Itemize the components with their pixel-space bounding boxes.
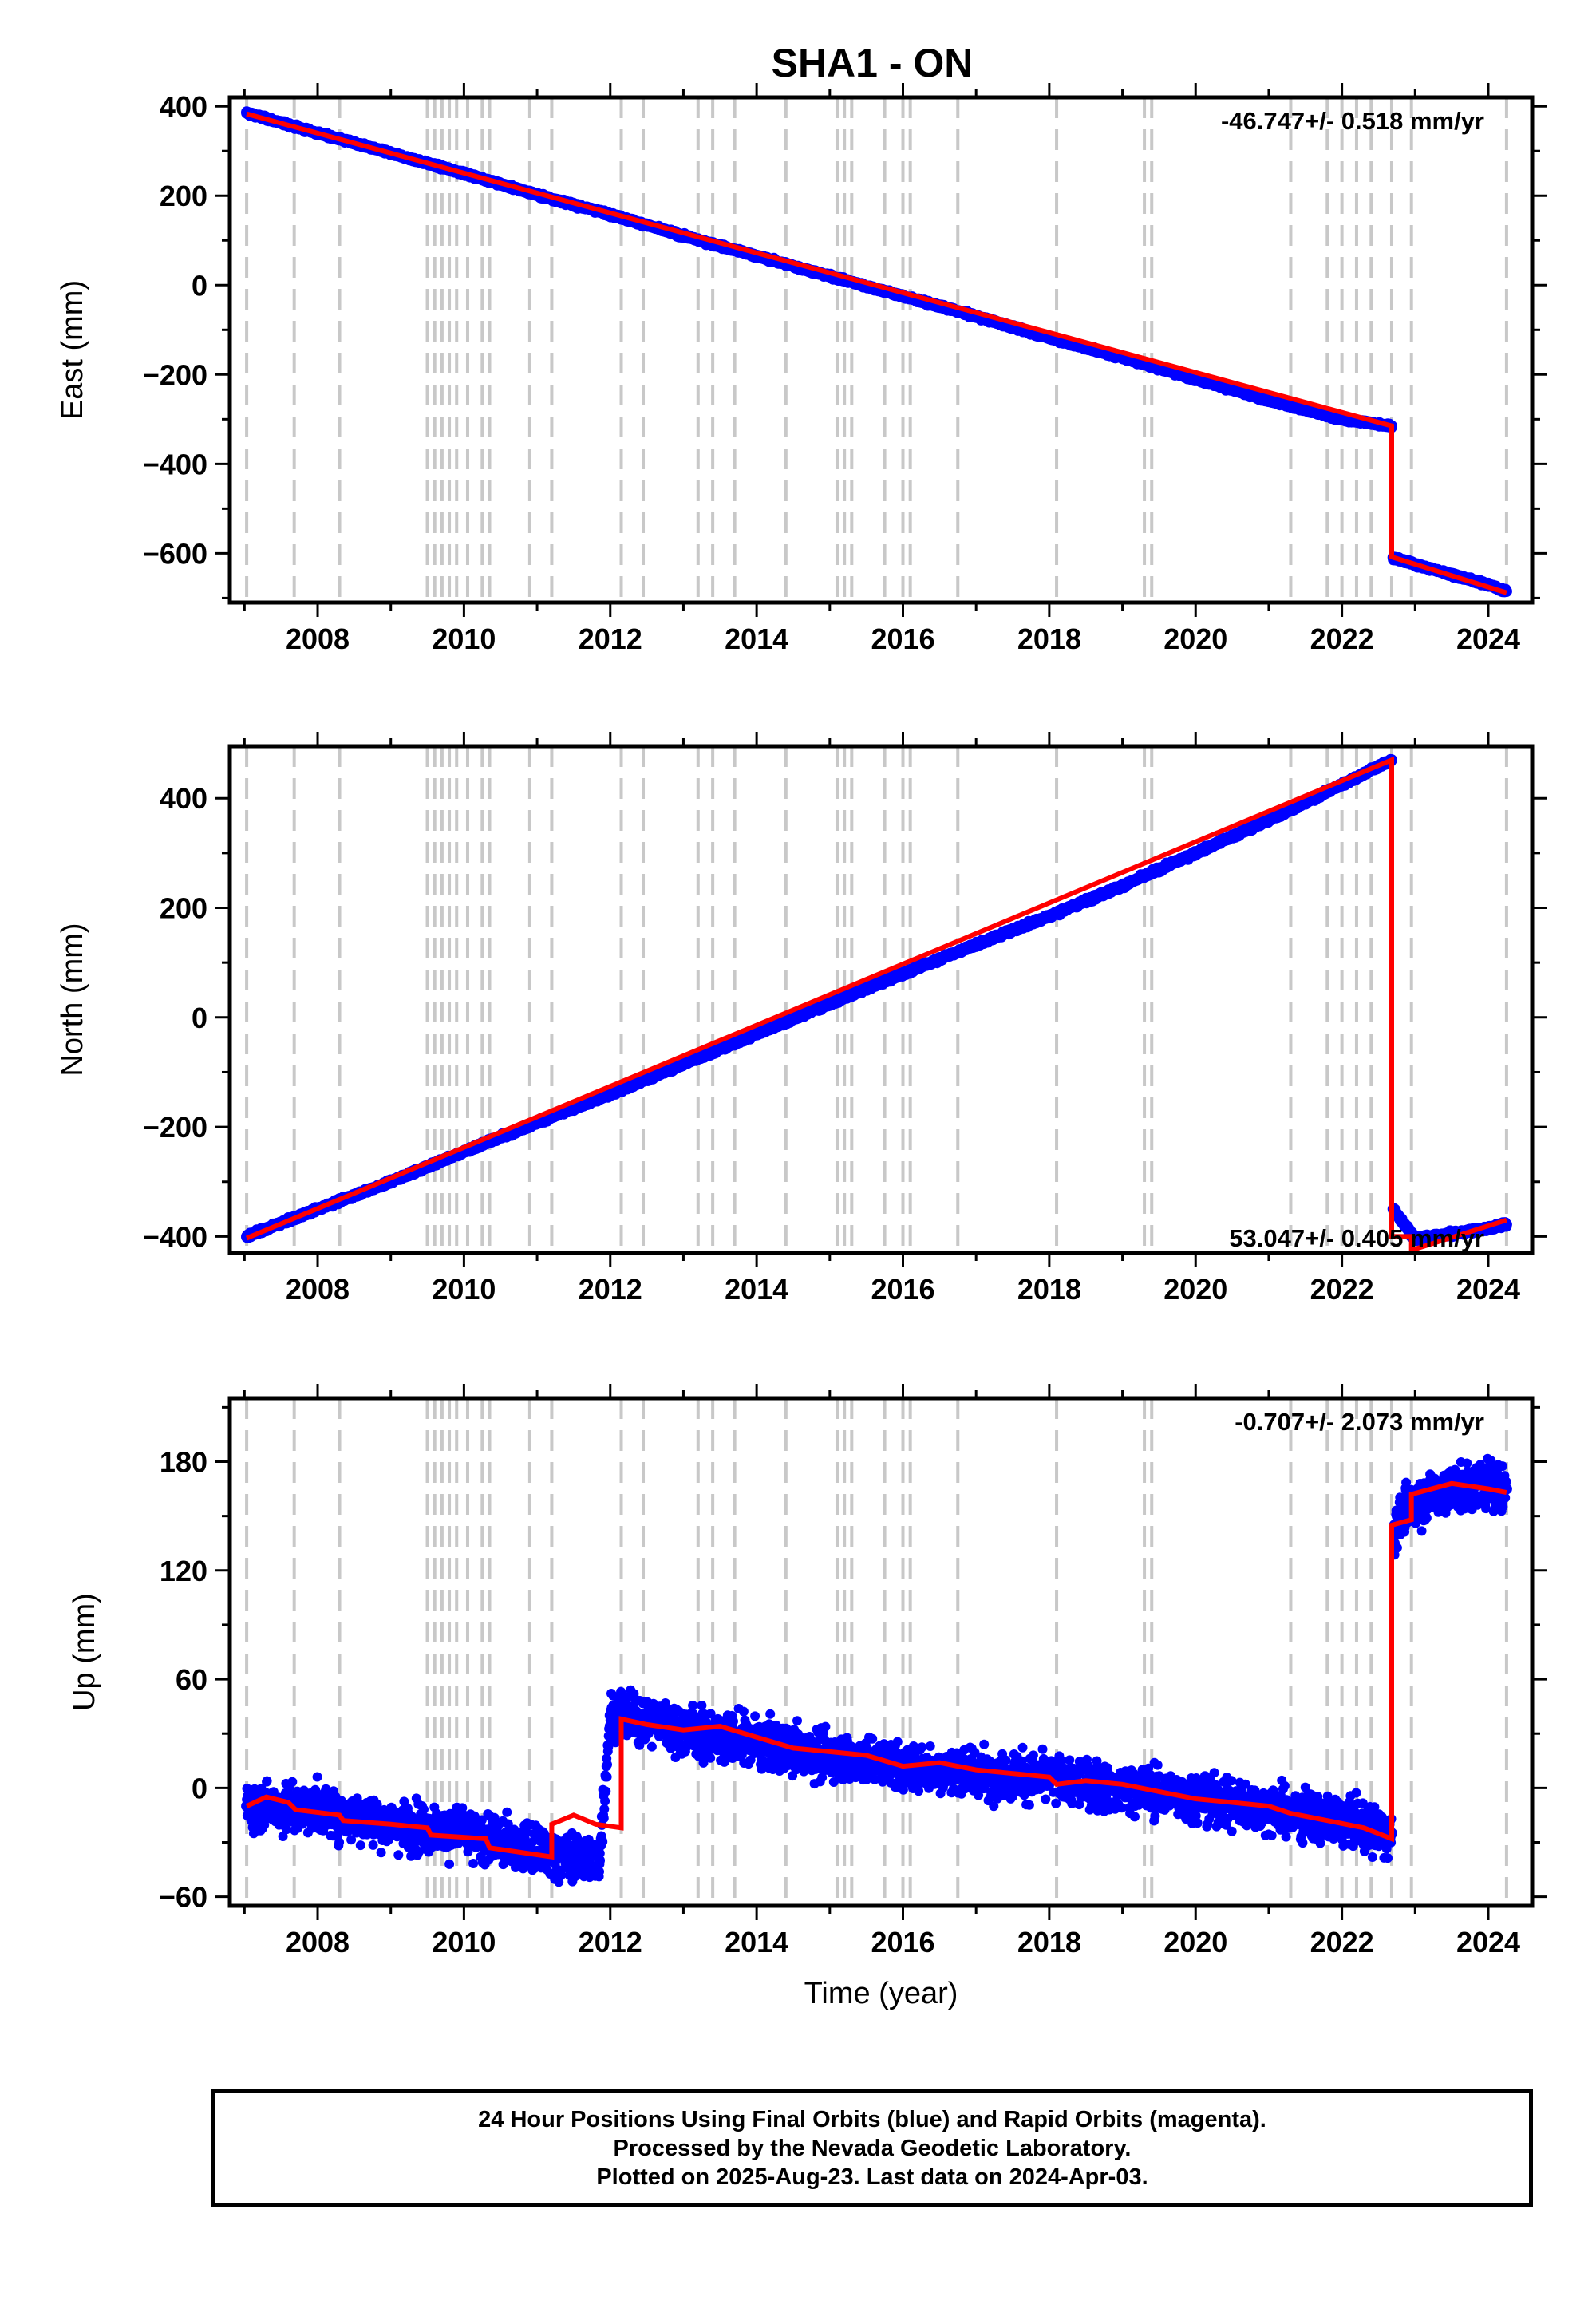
data-point [1262, 394, 1274, 406]
step-lines [245, 746, 1508, 1253]
x-tick-label: 2010 [432, 622, 496, 655]
y-tick-label: 0 [192, 269, 207, 302]
x-tick-label: 2022 [1310, 622, 1374, 655]
data-point [1336, 413, 1348, 425]
x-tick-label: 2012 [579, 622, 642, 655]
x-tick-label: 2020 [1163, 622, 1227, 655]
data-points [241, 753, 1512, 1247]
panel-north: 2008 2010 2012 2014 2016 2018 2020 2022 20244002… [56, 732, 1547, 1306]
model-line [246, 111, 1507, 595]
plot-area [241, 753, 1512, 1253]
step-lines [245, 97, 1508, 603]
y-tick-label: −600 [143, 537, 207, 570]
y-tick-label: 400 [160, 90, 207, 123]
y-axis-label: East (mm) [56, 280, 89, 420]
data-points [241, 106, 1512, 598]
x-tick-label: 2024 [1456, 622, 1520, 655]
plot-area [241, 106, 1512, 598]
data-point [1190, 373, 1202, 385]
panel-east: 2008 2010 2012 2014 2016 2018 2020 2022 2024 400 2… [56, 83, 1547, 655]
x-tick-label: 2018 [1017, 622, 1081, 655]
y-ticks [215, 105, 1547, 599]
rate-annotation: -46.747+/- 0.518 mm/yr [1221, 107, 1484, 135]
x-ticks [243, 83, 1490, 617]
y-tick-label: 200 [160, 180, 207, 212]
chart-title: SHA1 - ON [772, 41, 974, 85]
x-tick-label: 2014 [725, 622, 788, 655]
y-tick-label: −200 [143, 358, 207, 391]
y-tick-label: −400 [143, 448, 207, 480]
x-tick-label: 2016 [871, 622, 934, 655]
x-tick-label: 2008 [286, 622, 350, 655]
plot-frame [227, 95, 1535, 605]
